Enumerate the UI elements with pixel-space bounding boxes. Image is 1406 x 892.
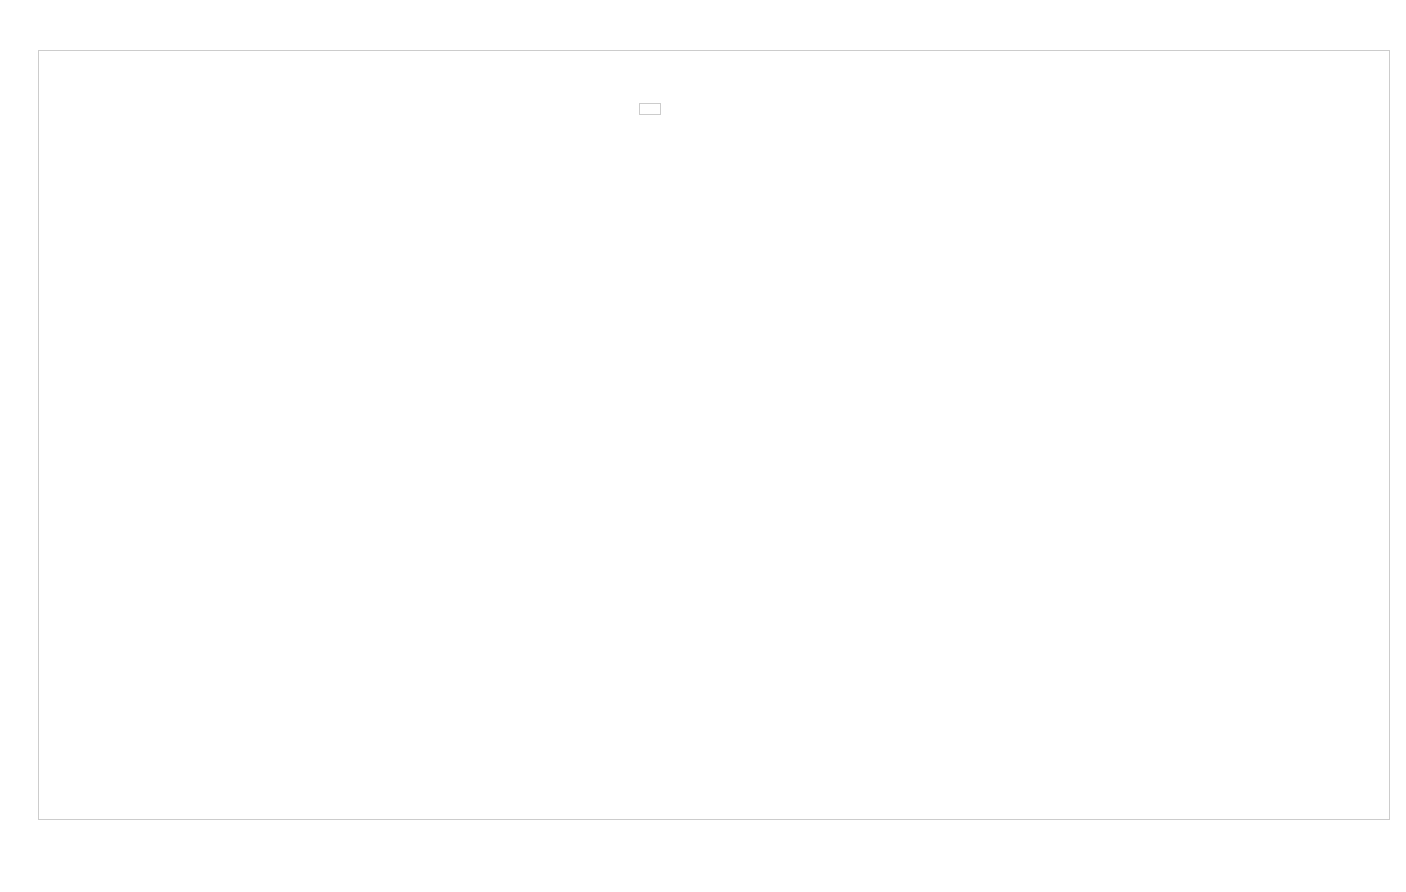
chart-area — [38, 50, 1390, 820]
correlation-legend — [639, 103, 661, 115]
